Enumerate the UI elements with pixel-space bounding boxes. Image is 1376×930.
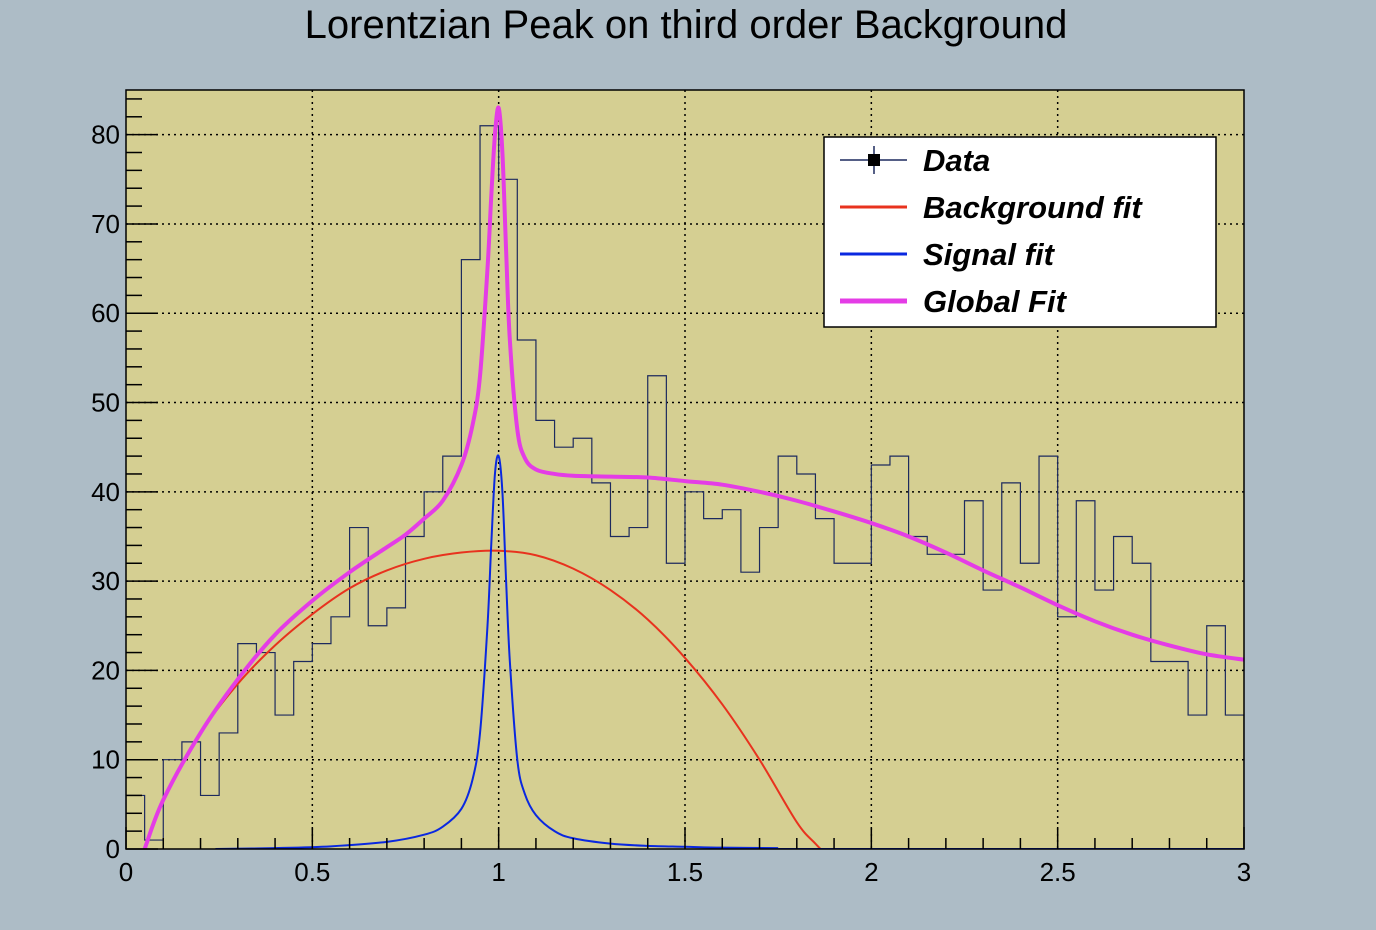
legend-label: Global Fit bbox=[923, 284, 1068, 319]
x-tick-label: 1.5 bbox=[667, 857, 703, 887]
legend-label: Data bbox=[923, 143, 990, 178]
y-tick-label: 60 bbox=[91, 298, 120, 328]
y-tick-label: 70 bbox=[91, 209, 120, 239]
legend-label: Background fit bbox=[923, 190, 1143, 225]
x-tick-label: 0 bbox=[119, 857, 133, 887]
y-tick-label: 0 bbox=[106, 834, 120, 864]
x-tick-label: 1 bbox=[491, 857, 505, 887]
y-tick-label: 20 bbox=[91, 655, 120, 685]
plot-data bbox=[126, 105, 1244, 849]
legend-box bbox=[823, 136, 1217, 328]
x-tick-label: 3 bbox=[1237, 857, 1251, 887]
legend-marker bbox=[868, 154, 880, 166]
chart-title: Lorentzian Peak on third order Backgroun… bbox=[305, 3, 1068, 47]
background-fit-line bbox=[143, 549, 822, 849]
x-tick-label: 2.5 bbox=[1040, 857, 1076, 887]
histogram-data bbox=[126, 125, 1244, 849]
legend: Data Background fit Signal fit Global Fit bbox=[823, 136, 1217, 328]
y-tick-label: 30 bbox=[91, 566, 120, 596]
legend-label: Signal fit bbox=[923, 237, 1056, 272]
y-tick-label: 80 bbox=[91, 120, 120, 150]
global-fit-line bbox=[142, 105, 1244, 849]
x-tick-label: 0.5 bbox=[294, 857, 330, 887]
x-tick-label: 2 bbox=[864, 857, 878, 887]
signal-fit-line bbox=[215, 454, 779, 849]
y-tick-label: 40 bbox=[91, 477, 120, 507]
y-tick-label: 10 bbox=[91, 745, 120, 775]
y-tick-label: 50 bbox=[91, 388, 120, 418]
